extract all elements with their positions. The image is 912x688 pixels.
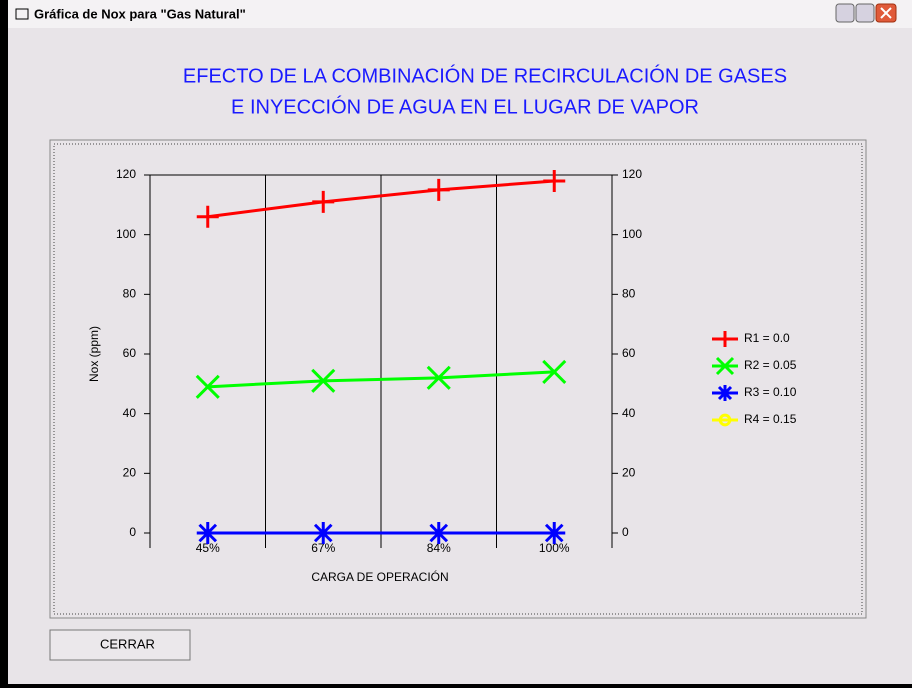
point-marker (311, 368, 336, 393)
chart-title: E INYECCIÓN DE AGUA EN EL LUGAR DE VAPOR (231, 95, 699, 118)
y-tick-label: 80 (123, 287, 137, 301)
point-marker (195, 374, 220, 399)
point-marker (196, 522, 219, 544)
close-icon (880, 7, 892, 19)
minimize-button[interactable] (835, 3, 855, 23)
legend-label: R1 = 0.0 (744, 331, 790, 345)
legend-label: R2 = 0.05 (744, 358, 797, 372)
title-bar (8, 0, 912, 28)
point-marker (312, 522, 335, 544)
window-icon (15, 8, 29, 20)
point-marker (426, 365, 451, 390)
series-line (207, 370, 555, 389)
point-marker (312, 190, 335, 213)
y2-tick-label: 40 (622, 406, 636, 420)
legend-marker (717, 331, 733, 347)
y2-tick-label: 0 (622, 525, 629, 539)
window-title: Gráfica de Nox para "Gas Natural" (34, 6, 246, 21)
y-tick-label: 40 (123, 406, 137, 420)
y2-tick-label: 60 (622, 346, 636, 360)
legend-marker (718, 413, 732, 427)
maximize-button[interactable] (855, 3, 875, 23)
close-chart-button[interactable] (49, 629, 191, 661)
chart-panel (49, 139, 867, 619)
legend-marker (715, 356, 735, 376)
point-marker (542, 359, 567, 384)
x-axis-label: CARGA DE OPERACIÓN (311, 569, 448, 584)
x-tick-label: 67% (311, 541, 335, 555)
y2-tick-label: 20 (622, 466, 636, 480)
chart-title: EFECTO DE LA COMBINACIÓN DE RECIRCULACIÓ… (183, 64, 787, 87)
point-marker (427, 178, 450, 201)
point-marker (196, 205, 219, 228)
legend-marker (717, 385, 733, 401)
x-tick-label: 84% (427, 541, 451, 555)
y-tick-label: 0 (129, 525, 136, 539)
y2-tick-label: 100 (622, 227, 642, 241)
y-tick-label: 100 (116, 227, 136, 241)
y-tick-label: 20 (123, 466, 137, 480)
legend-label: R3 = 0.10 (744, 385, 797, 399)
button-label: CERRAR (100, 636, 155, 651)
point-marker (427, 522, 450, 544)
x-tick-label: 45% (196, 541, 220, 555)
series-line (207, 179, 555, 219)
y2-tick-label: 120 (622, 167, 642, 181)
y-tick-label: 120 (116, 167, 136, 181)
y2-tick-label: 80 (622, 287, 636, 301)
y-axis-label: Nox (ppm) (87, 326, 101, 382)
point-marker (543, 522, 566, 544)
y-tick-label: 60 (123, 346, 137, 360)
point-marker (543, 169, 566, 192)
x-tick-label: 100% (539, 541, 570, 555)
legend-label: R4 = 0.15 (744, 412, 797, 426)
